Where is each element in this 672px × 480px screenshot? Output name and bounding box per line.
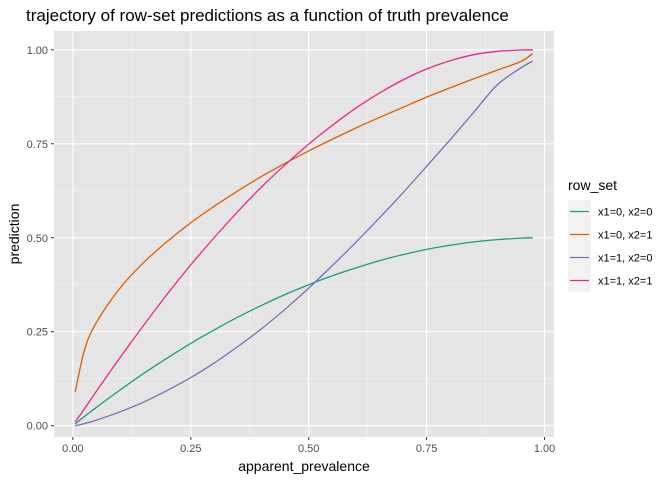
series-lines [74,49,534,427]
series-line-2 [74,53,534,393]
y-axis-ticks: 0.00 0.25 0.50 0.75 1.00 [27,45,54,433]
legend-label: x1=1, x2=1 [598,276,652,288]
series-line-1 [74,237,533,425]
legend-label: x1=1, x2=0 [598,253,652,265]
legend: row_set x1=0, x2=0 x1=0, x2=1 x1=1, x2=0 x1… [568,177,652,292]
x-axis-title: apparent_prevalence [238,458,370,474]
y-tick-label: 0.25 [27,327,48,339]
x-axis-ticks: 0.00 0.25 0.50 0.75 1.00 [62,437,555,455]
x-tick-label: 0.25 [180,443,201,455]
y-tick-label: 0.75 [27,139,48,151]
x-tick-label: 1.00 [534,443,555,455]
y-tick-label: 1.00 [27,45,48,57]
x-tick-label: 0.75 [416,443,437,455]
x-tick-label: 0.50 [298,443,319,455]
legend-label: x1=0, x2=0 [598,207,652,219]
x-tick-label: 0.00 [62,443,83,455]
series-line-4 [74,49,533,423]
y-axis-title: prediction [6,204,22,265]
chart-title: trajectory of row-set predictions as a f… [26,6,509,25]
plot-panel [54,31,554,437]
series-line-3 [75,60,534,427]
major-gridlines [54,31,554,437]
y-tick-label: 0.00 [27,421,48,433]
legend-title: row_set [568,177,617,193]
y-tick-label: 0.50 [27,233,48,245]
legend-label: x1=0, x2=1 [598,230,652,242]
